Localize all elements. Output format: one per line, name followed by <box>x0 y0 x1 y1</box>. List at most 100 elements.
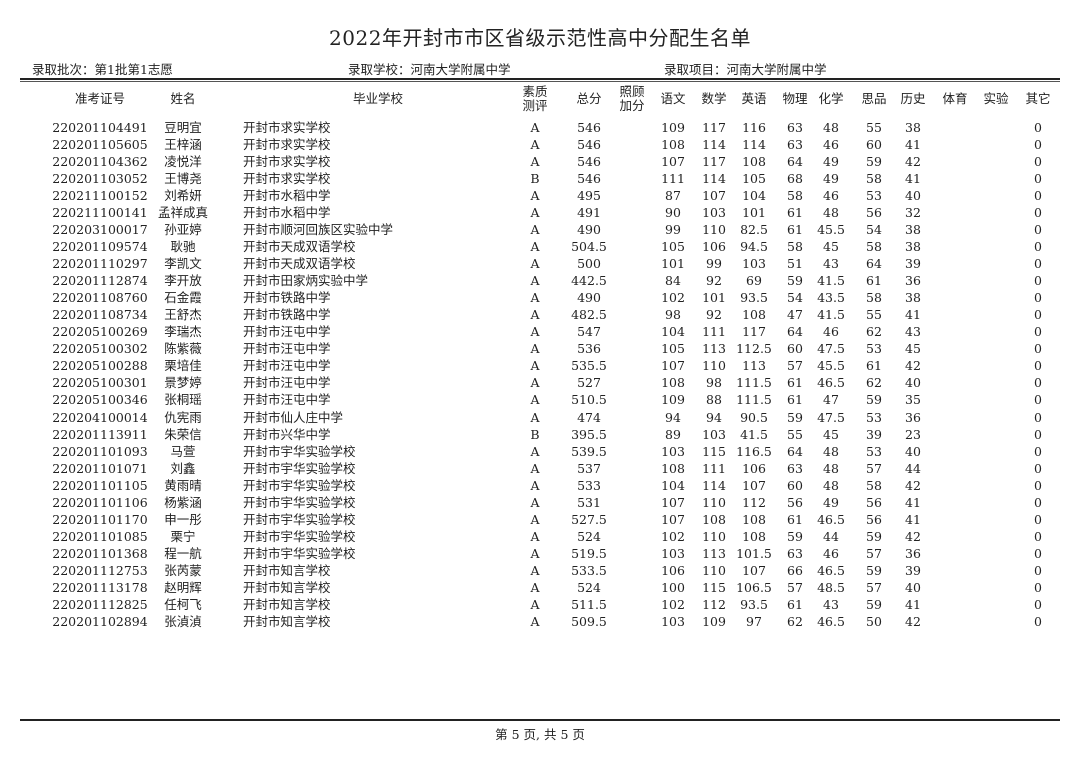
cell-math: 98 <box>706 375 722 391</box>
cell-math: 101 <box>702 290 726 306</box>
cell-math: 110 <box>702 562 726 578</box>
cell-quality-grade: A <box>530 511 540 527</box>
cell-math: 114 <box>702 477 726 493</box>
cell-student-name: 石金霞 <box>164 290 202 306</box>
cell-history: 42 <box>905 154 921 170</box>
cell-graduate-school: 开封市求实学校 <box>243 137 331 153</box>
table-row: 220201101170 申一彤 开封市宇华实验学校 A 527.5 107 108 108 6… <box>0 511 1080 528</box>
cell-math: 112 <box>702 596 726 612</box>
cell-total-score: 535.5 <box>571 358 607 374</box>
cell-ideology: 57 <box>866 545 882 561</box>
cell-chinese: 104 <box>661 324 685 340</box>
cell-ideology: 59 <box>866 562 882 578</box>
cell-physics: 66 <box>787 562 803 578</box>
table-row: 220201113911 朱荣信 开封市兴华中学 B 395.5 89 103 41.5 55 4… <box>0 426 1080 443</box>
cell-math: 92 <box>706 273 722 289</box>
cell-exam-id: 220201102894 <box>52 613 148 629</box>
cell-total-score: 509.5 <box>571 613 607 629</box>
cell-total-score: 490 <box>577 222 601 238</box>
cell-other: 0 <box>1034 307 1042 323</box>
cell-other: 0 <box>1034 562 1042 578</box>
cell-math: 117 <box>702 120 726 135</box>
cell-quality-grade: A <box>530 307 540 323</box>
cell-exam-id: 220205100269 <box>52 324 148 340</box>
cell-other: 0 <box>1034 188 1042 204</box>
table-row: 220203100017 孙亚婷 开封市顺河回族区实验中学 A 490 99 110 82.5… <box>0 221 1080 238</box>
table-row: 220211100141 孟祥成真 开封市水稻中学 A 491 90 103 101 61 48 5… <box>0 204 1080 221</box>
cell-quality-grade: A <box>530 460 540 476</box>
cell-exam-id: 220201101170 <box>52 511 148 527</box>
column-header-graduate-school: 毕业学校 <box>352 91 403 106</box>
cell-graduate-school: 开封市兴华中学 <box>243 426 331 442</box>
cell-graduate-school: 开封市求实学校 <box>243 171 331 187</box>
cell-other: 0 <box>1034 409 1042 425</box>
cell-physics: 51 <box>787 256 803 272</box>
cell-quality-grade: A <box>530 120 540 135</box>
table-row: 220201108734 王舒杰 开封市铁路中学 A 482.5 98 92 108 47 41.… <box>0 306 1080 323</box>
cell-history: 40 <box>905 375 921 391</box>
cell-ideology: 53 <box>866 341 882 357</box>
cell-english: 111.5 <box>736 375 772 391</box>
cell-chinese: 102 <box>661 290 685 306</box>
cell-student-name: 王梓涵 <box>164 137 202 153</box>
cell-english: 90.5 <box>740 409 768 425</box>
table-row: 220201101093 马萱 开封市宇华实验学校 A 539.5 103 115 116.5… <box>0 443 1080 460</box>
cell-graduate-school: 开封市求实学校 <box>243 154 331 170</box>
cell-exam-id: 220201103052 <box>52 171 148 187</box>
cell-math: 94 <box>706 409 722 425</box>
cell-math: 110 <box>702 528 726 544</box>
cell-chinese: 109 <box>661 120 685 135</box>
cell-physics: 54 <box>787 290 803 306</box>
cell-chemistry: 41.5 <box>817 307 845 323</box>
cell-student-name: 耿驰 <box>170 239 196 255</box>
cell-chinese: 105 <box>661 239 685 255</box>
cell-history: 41 <box>905 137 921 153</box>
cell-student-name: 豆明宜 <box>164 120 202 135</box>
cell-ideology: 61 <box>866 273 882 289</box>
cell-english: 108 <box>742 528 766 544</box>
cell-quality-grade: A <box>530 409 540 425</box>
cell-other: 0 <box>1034 324 1042 340</box>
cell-physics: 62 <box>787 613 803 629</box>
cell-exam-id: 220211100152 <box>52 188 148 204</box>
cell-history: 38 <box>905 239 921 255</box>
cell-chinese: 101 <box>661 256 685 272</box>
cell-chemistry: 48 <box>823 205 839 221</box>
cell-graduate-school: 开封市宇华实验学校 <box>243 460 356 476</box>
cell-other: 0 <box>1034 154 1042 170</box>
table-row: 220205100302 陈紫薇 开封市汪屯中学 A 536 105 113 112.5 60 4… <box>0 340 1080 357</box>
cell-chinese: 106 <box>661 562 685 578</box>
cell-total-score: 519.5 <box>571 545 607 561</box>
table-row: 220201108760 石金霞 开封市铁路中学 A 490 102 101 93.5 54 43… <box>0 289 1080 306</box>
page-number: 第 5 页, 共 5 页 <box>495 727 585 742</box>
cell-graduate-school: 开封市宇华实验学校 <box>243 511 356 527</box>
cell-graduate-school: 开封市汪屯中学 <box>243 358 331 374</box>
table-row: 220201103052 王博尧 开封市求实学校 B 546 111 114 105 68 49 5… <box>0 170 1080 187</box>
column-header-bonus-score: 照顾 加分 <box>619 84 645 113</box>
column-header-exam-id: 准考证号 <box>74 91 125 106</box>
cell-other: 0 <box>1034 256 1042 272</box>
cell-chinese: 105 <box>661 341 685 357</box>
cell-exam-id: 220205100302 <box>52 341 148 357</box>
cell-total-score: 537 <box>577 460 601 476</box>
cell-chemistry: 47.5 <box>817 409 845 425</box>
cell-other: 0 <box>1034 392 1042 408</box>
column-header-other: 其它 <box>1025 91 1051 106</box>
cell-ideology: 60 <box>866 137 882 153</box>
cell-exam-id: 220201109574 <box>52 239 148 255</box>
cell-english: 117 <box>742 324 766 340</box>
cell-exam-id: 220201108734 <box>52 307 148 323</box>
cell-history: 43 <box>905 324 921 340</box>
cell-history: 36 <box>905 409 921 425</box>
table-row: 220201101071 刘鑫 开封市宇华实验学校 A 537 108 111 106 63 48… <box>0 460 1080 477</box>
cell-ideology: 53 <box>866 443 882 459</box>
cell-student-name: 凌悦洋 <box>164 154 202 170</box>
cell-history: 42 <box>905 477 921 493</box>
cell-history: 32 <box>905 205 921 221</box>
cell-other: 0 <box>1034 494 1042 510</box>
cell-graduate-school: 开封市汪屯中学 <box>243 324 331 340</box>
cell-other: 0 <box>1034 477 1042 493</box>
cell-total-score: 546 <box>577 154 601 170</box>
cell-chinese: 104 <box>661 477 685 493</box>
cell-total-score: 510.5 <box>571 392 607 408</box>
